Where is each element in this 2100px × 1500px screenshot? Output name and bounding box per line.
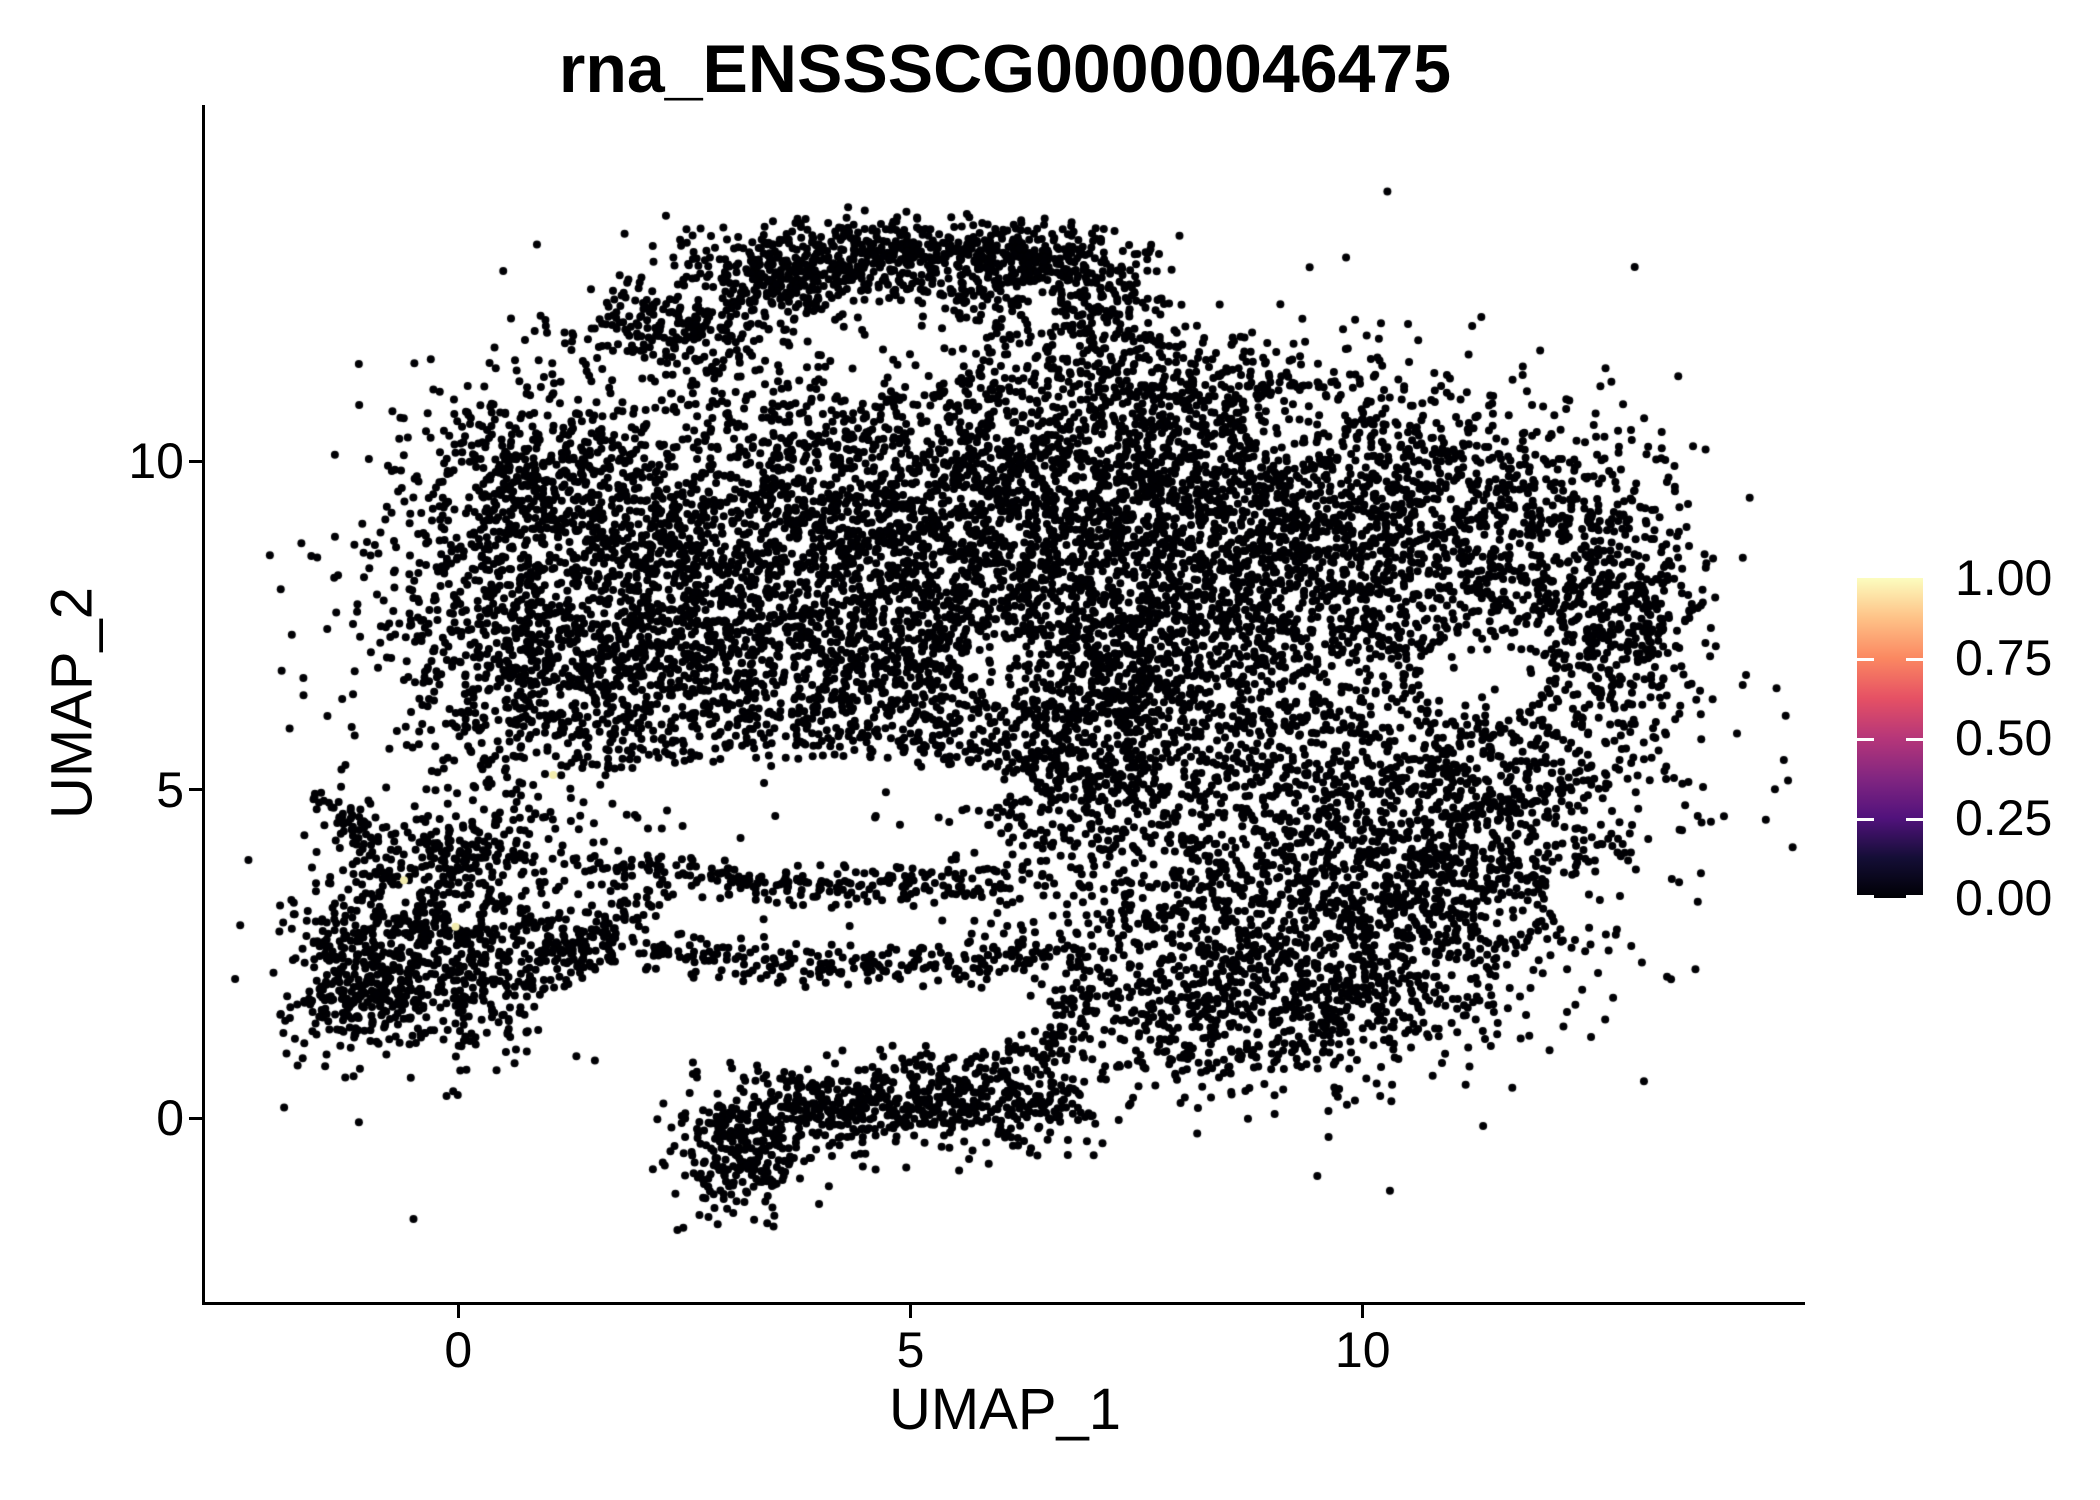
y-tick-mark [189, 1116, 202, 1120]
y-tick-mark [189, 459, 202, 463]
x-axis-line [202, 1302, 1805, 1305]
legend-bar-tick [1857, 818, 1874, 821]
y-axis-line [202, 105, 205, 1305]
legend-tick-label: 0.75 [1955, 630, 2053, 686]
legend-bar-tick [1906, 738, 1923, 741]
legend-tick-label: 1.00 [1955, 550, 2053, 606]
legend-bar-tick [1906, 818, 1923, 821]
y-tick-label: 0 [156, 1090, 184, 1147]
x-axis-title: UMAP_1 [888, 1377, 1122, 1442]
legend-bar-tick [1857, 738, 1874, 741]
x-tick-label: 0 [444, 1322, 473, 1378]
plot-title: rna_ENSSSCG00000046475 [558, 31, 1452, 107]
x-tick-mark [1361, 1305, 1365, 1318]
legend-tick-label: 0.50 [1955, 710, 2053, 766]
legend-bar-tick [1906, 658, 1923, 661]
x-tick-mark [908, 1305, 912, 1318]
x-tick-label: 5 [896, 1322, 925, 1378]
legend-bar-tick [1857, 658, 1874, 661]
y-tick-mark [189, 788, 202, 792]
legend-tick-label: 0.00 [1955, 870, 2053, 926]
legend-bar-tick [1857, 895, 1874, 898]
legend-tick-label: 0.25 [1955, 790, 2053, 846]
x-tick-label: 10 [1334, 1322, 1391, 1378]
x-tick-mark [456, 1305, 460, 1318]
y-tick-label: 10 [128, 433, 184, 490]
y-tick-label: 5 [156, 761, 184, 818]
legend-bar-tick [1906, 895, 1923, 898]
